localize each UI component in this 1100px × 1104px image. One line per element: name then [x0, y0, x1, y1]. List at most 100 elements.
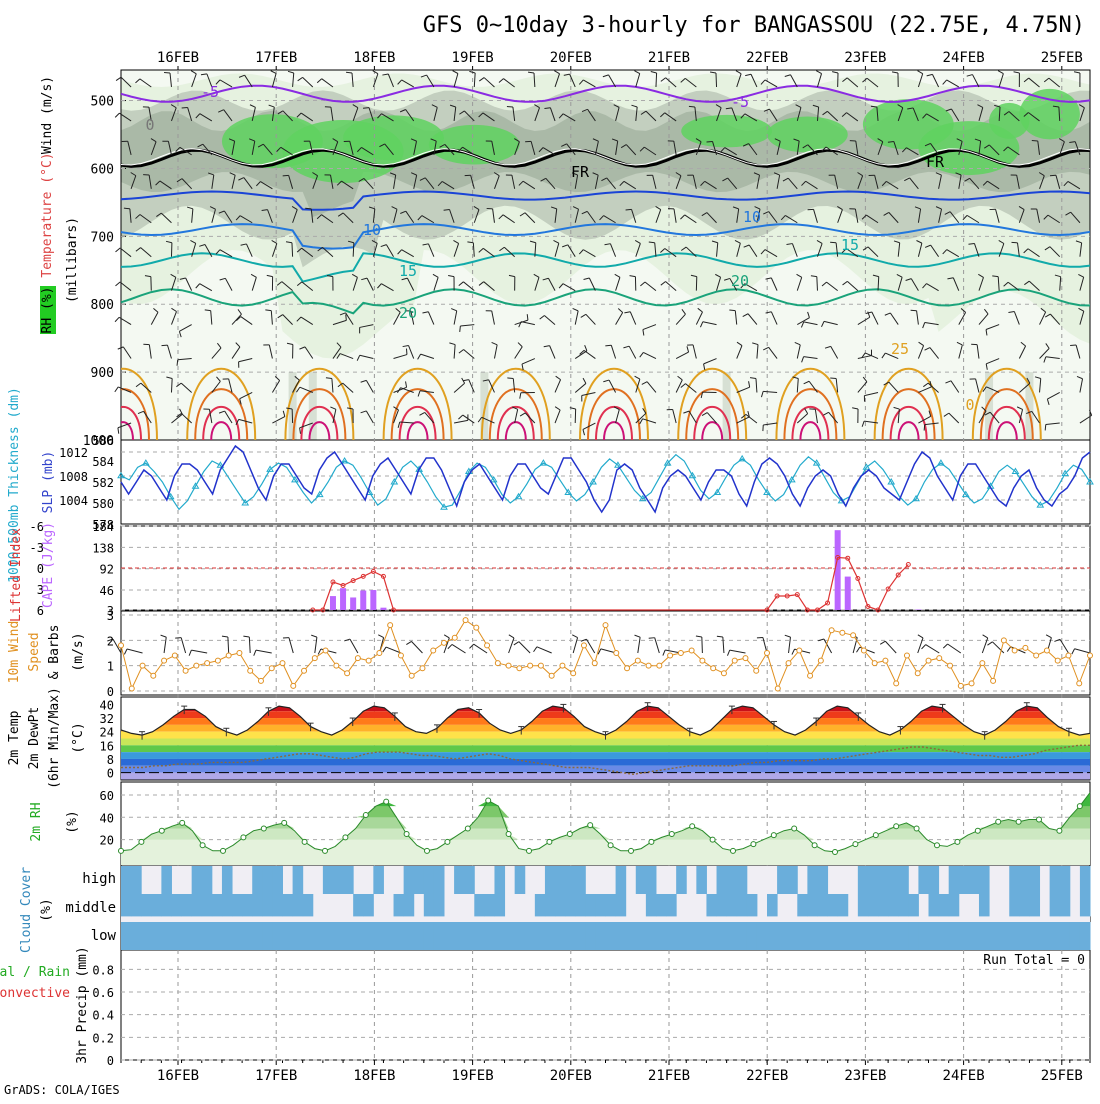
cloud-cell: [1029, 922, 1040, 950]
cloud-cell: [868, 894, 879, 916]
wind-speed-series-point: [948, 663, 953, 668]
wind-barb: [730, 650, 746, 653]
cloud-cell: [555, 922, 566, 950]
cloud-cell: [949, 866, 960, 894]
cloud-cell: [151, 894, 162, 916]
wind-speed-series-point: [840, 630, 845, 635]
wind-barb-flag: [162, 345, 168, 346]
precip-tick-label: 0.6: [92, 986, 114, 1000]
cloud-cell: [616, 894, 627, 916]
cloud-cell: [343, 866, 354, 894]
cloud-cell: [585, 922, 596, 950]
thickness-tick-label: 584: [92, 455, 114, 469]
cloud-cell: [898, 866, 909, 894]
cloud-cell: [545, 866, 556, 894]
rh-moist-region: [1019, 89, 1080, 139]
wind-barb-flag: [189, 650, 191, 656]
cloud-cell: [908, 894, 919, 916]
wind-barb-flag: [509, 635, 514, 638]
rh-series-point: [935, 843, 940, 848]
wind-tick-label: 2: [107, 634, 114, 648]
cloud-cell: [636, 866, 647, 894]
day-label-bottom: 22FEB: [746, 1068, 788, 1084]
cloud-cell: [989, 922, 1000, 950]
cloud-cell: [838, 922, 849, 950]
cape-bar: [835, 530, 841, 610]
rh-series-point: [200, 843, 205, 848]
day-label-top: 25FEB: [1041, 50, 1083, 66]
cloud-cell: [252, 894, 263, 916]
cloud-cell: [908, 922, 919, 950]
wind-speed-series-point: [1012, 648, 1017, 653]
rh-series-point: [751, 842, 756, 847]
wind-speed-series-point: [194, 663, 199, 668]
contour-label: 25: [891, 340, 909, 358]
contour-label: -5: [731, 93, 749, 111]
cloud-cell: [717, 866, 728, 894]
cloud-cell: [999, 922, 1010, 950]
wind-barb-flag: [254, 650, 256, 656]
cloud-cell: [202, 922, 213, 950]
rh-tick-label: 40: [100, 811, 114, 825]
wind-barb: [191, 650, 207, 653]
cloud-cell: [646, 866, 657, 894]
cloud-cell: [171, 922, 182, 950]
cloud-cell: [1019, 866, 1030, 894]
rh-series-point: [425, 848, 430, 853]
cape-bar: [360, 591, 366, 610]
cloud-cell: [424, 894, 435, 916]
wind-barb-flag: [987, 642, 992, 645]
cloud-cell: [727, 922, 738, 950]
cloud-cell: [343, 922, 354, 950]
cloud-cell: [828, 922, 839, 950]
cloud-cell: [121, 922, 132, 950]
wind-speed-series-point: [711, 666, 716, 671]
cloud-cell: [131, 866, 142, 894]
precip-tick-label: 0.4: [92, 1009, 114, 1023]
upper-y-tick-label: 600: [91, 162, 114, 177]
wind-speed-series-point: [668, 653, 673, 658]
wind-speed-series-point: [915, 671, 920, 676]
label-rh: RH (%): [40, 287, 55, 334]
cloud-cell: [616, 922, 627, 950]
cloud-cell: [727, 866, 738, 894]
wind-barb-flag: [635, 635, 641, 637]
cloud-cell: [797, 922, 808, 950]
cloud-cell: [979, 894, 990, 916]
wind-speed-series-point: [140, 663, 145, 668]
rh-series-point: [629, 848, 634, 853]
cloud-cell: [222, 894, 233, 916]
cloud-cell: [646, 922, 657, 950]
rh-series-point: [527, 848, 532, 853]
label-wind-unit: (m/s): [71, 632, 86, 671]
panel-frame-slp: [121, 440, 1090, 524]
cloud-cell: [494, 894, 505, 916]
cloud-cell: [121, 894, 132, 916]
cape-bar: [845, 577, 851, 610]
cloud-cell: [404, 894, 415, 916]
cloud-cell: [525, 922, 536, 950]
rh-series-point: [690, 824, 695, 829]
cloud-cell: [222, 922, 233, 950]
cloud-cell: [575, 866, 586, 894]
cloud-cell: [565, 866, 576, 894]
wind-speed-series-point: [506, 663, 511, 668]
cloud-cell: [1029, 894, 1040, 916]
cloud-cell: [1009, 894, 1020, 916]
wind-barb-flag: [605, 345, 611, 346]
cloud-cell: [515, 922, 526, 950]
wind-speed-series-point: [237, 651, 242, 656]
wind-speed-series-point: [861, 648, 866, 653]
wind-speed-series-point: [797, 648, 802, 653]
cloud-cell: [1050, 866, 1061, 894]
cloud-cell: [737, 894, 748, 916]
cloud-cell: [747, 922, 758, 950]
wind-speed-series-point: [894, 681, 899, 686]
cloud-cell: [272, 866, 283, 894]
rh-tick-label: 60: [100, 789, 114, 803]
cloud-cell: [202, 894, 213, 916]
cloud-cell: [252, 866, 263, 894]
wind-speed-series-point: [635, 658, 640, 663]
label-cloud-unit: (%): [39, 898, 54, 921]
